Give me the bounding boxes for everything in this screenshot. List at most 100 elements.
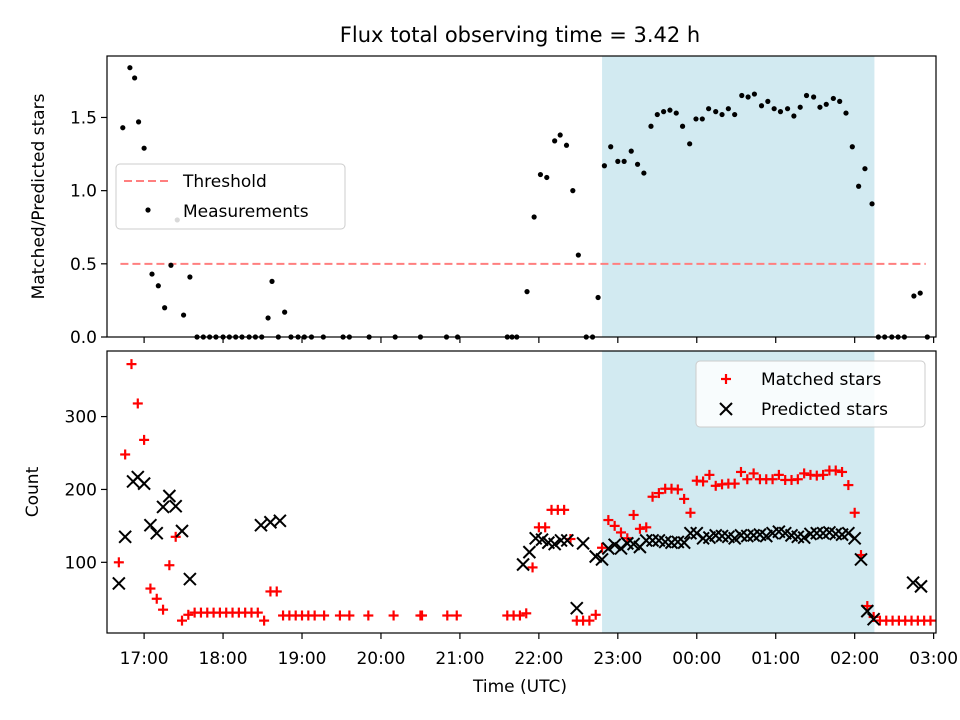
y-tick-label: 0.5 (70, 255, 97, 275)
measurement-point (168, 262, 174, 268)
x-tick-label: 21:00 (435, 649, 484, 669)
measurement-point (823, 101, 829, 107)
measurement-point (570, 188, 576, 194)
x-tick-label: 01:00 (751, 649, 800, 669)
matched-star-point (679, 493, 690, 504)
predicted-star-point (150, 526, 164, 540)
measurement-point (595, 294, 601, 301)
top-legend-box (115, 163, 346, 230)
matched-star-point (672, 484, 683, 495)
matched-star-point (514, 610, 525, 621)
predicted-star-point (162, 489, 177, 503)
predicted-star-point (601, 541, 616, 556)
bottom-legend-box (695, 360, 926, 428)
matched-star-point (540, 522, 551, 533)
measurement-point (751, 91, 758, 97)
matched-star-point (271, 586, 282, 597)
matched-star-point (710, 480, 721, 491)
measurement-point (699, 116, 705, 122)
matched-legend-label: Matched stars (761, 370, 881, 390)
matched-star-point (584, 615, 595, 626)
matched-star-point (729, 478, 740, 489)
matched-star-point (158, 604, 169, 615)
predicted-star-point (860, 604, 875, 618)
matched-star-point (259, 615, 270, 626)
measurement-point (621, 158, 627, 164)
measurement-point (719, 111, 725, 118)
y-tick-label: 300 (65, 408, 97, 428)
matched-star-point (319, 610, 330, 621)
bottom-x-ticks: 17:00 18:00 19:00 20:00 21:00 22:00 23:00 00:00… (120, 633, 958, 669)
measurement-point (563, 142, 570, 148)
x-tick-label: 17:00 (120, 649, 169, 669)
top-x-ticks (143, 337, 935, 343)
measurement-point (654, 111, 660, 118)
measurement-point (765, 98, 771, 104)
top-observing-window-shade (602, 56, 875, 337)
matched-star-point (451, 610, 462, 621)
chart-title: Flux total observing time = 3.42 h (340, 23, 700, 47)
matched-stars-series (113, 359, 936, 626)
x-tick-label: 03:00 (909, 649, 958, 669)
measurement-point (725, 106, 731, 112)
measurement-point (552, 138, 558, 144)
measurement-point (127, 65, 133, 71)
x-tick-label: 18:00 (199, 649, 248, 669)
predicted-star-point (607, 538, 622, 552)
measurement-point (803, 92, 810, 99)
measurement-point (608, 144, 614, 150)
matched-star-point (126, 359, 137, 370)
measurement-point (531, 214, 537, 220)
matched-star-point (641, 522, 652, 533)
matched-star-point (145, 583, 156, 594)
measurement-point (141, 145, 147, 151)
matched-star-point (388, 610, 399, 621)
matched-star-point (113, 557, 124, 568)
predicted-star-point (522, 545, 537, 559)
predicted-star-point (273, 514, 287, 528)
measurement-point (661, 109, 667, 115)
bottom-y-ticks: 100 200 300 (65, 408, 107, 573)
measurement-point (817, 104, 823, 110)
predicted-star-point (516, 557, 530, 572)
matched-star-point (767, 474, 778, 485)
x-axis-label: Time (UTC) (472, 677, 567, 697)
matched-star-point (120, 449, 131, 460)
matched-star-point (590, 609, 601, 620)
x-tick-label: 23:00 (593, 649, 642, 669)
predicted-legend-swatch (719, 402, 733, 416)
predicted-star-point (118, 530, 132, 544)
matched-star-point (615, 527, 626, 538)
matched-star-point (837, 466, 848, 477)
y-tick-label: 0.0 (70, 328, 97, 348)
measurement-point (524, 289, 530, 295)
matched-star-point (417, 610, 428, 621)
predicted-star-point (906, 576, 920, 590)
measurement-point (149, 271, 155, 277)
measurements-series (120, 65, 930, 340)
measurement-point (784, 106, 791, 112)
predicted-star-point (847, 531, 862, 545)
matched-star-point (164, 560, 175, 571)
matched-star-point (704, 469, 715, 480)
matched-star-point (925, 615, 936, 626)
predicted-star-point (137, 476, 151, 491)
predicted-star-point (112, 576, 126, 591)
matched-star-point (773, 469, 784, 480)
predicted-star-point (576, 536, 590, 551)
matched-star-point (849, 507, 860, 518)
measurement-point (132, 75, 138, 81)
y-tick-label: 1.0 (70, 182, 97, 202)
measurement-point (180, 312, 187, 318)
top-y-ticks: 0.0 0.5 1.0 1.5 (70, 108, 107, 348)
x-tick-label: 22:00 (514, 649, 563, 669)
measurement-point (282, 309, 288, 315)
top-y-axis-label: Matched/Predicted stars (29, 93, 49, 299)
predicted-star-point (554, 533, 568, 548)
top-panel: 0.0 0.5 1.0 1.5 Matched/Predicted stars Thr… (29, 55, 937, 348)
matched-star-point (685, 507, 696, 518)
predicted-legend-label: Predicted stars (761, 400, 888, 420)
matched-star-point (177, 615, 188, 626)
measurement-point (135, 119, 142, 125)
bottom-axes-frame (106, 350, 937, 634)
